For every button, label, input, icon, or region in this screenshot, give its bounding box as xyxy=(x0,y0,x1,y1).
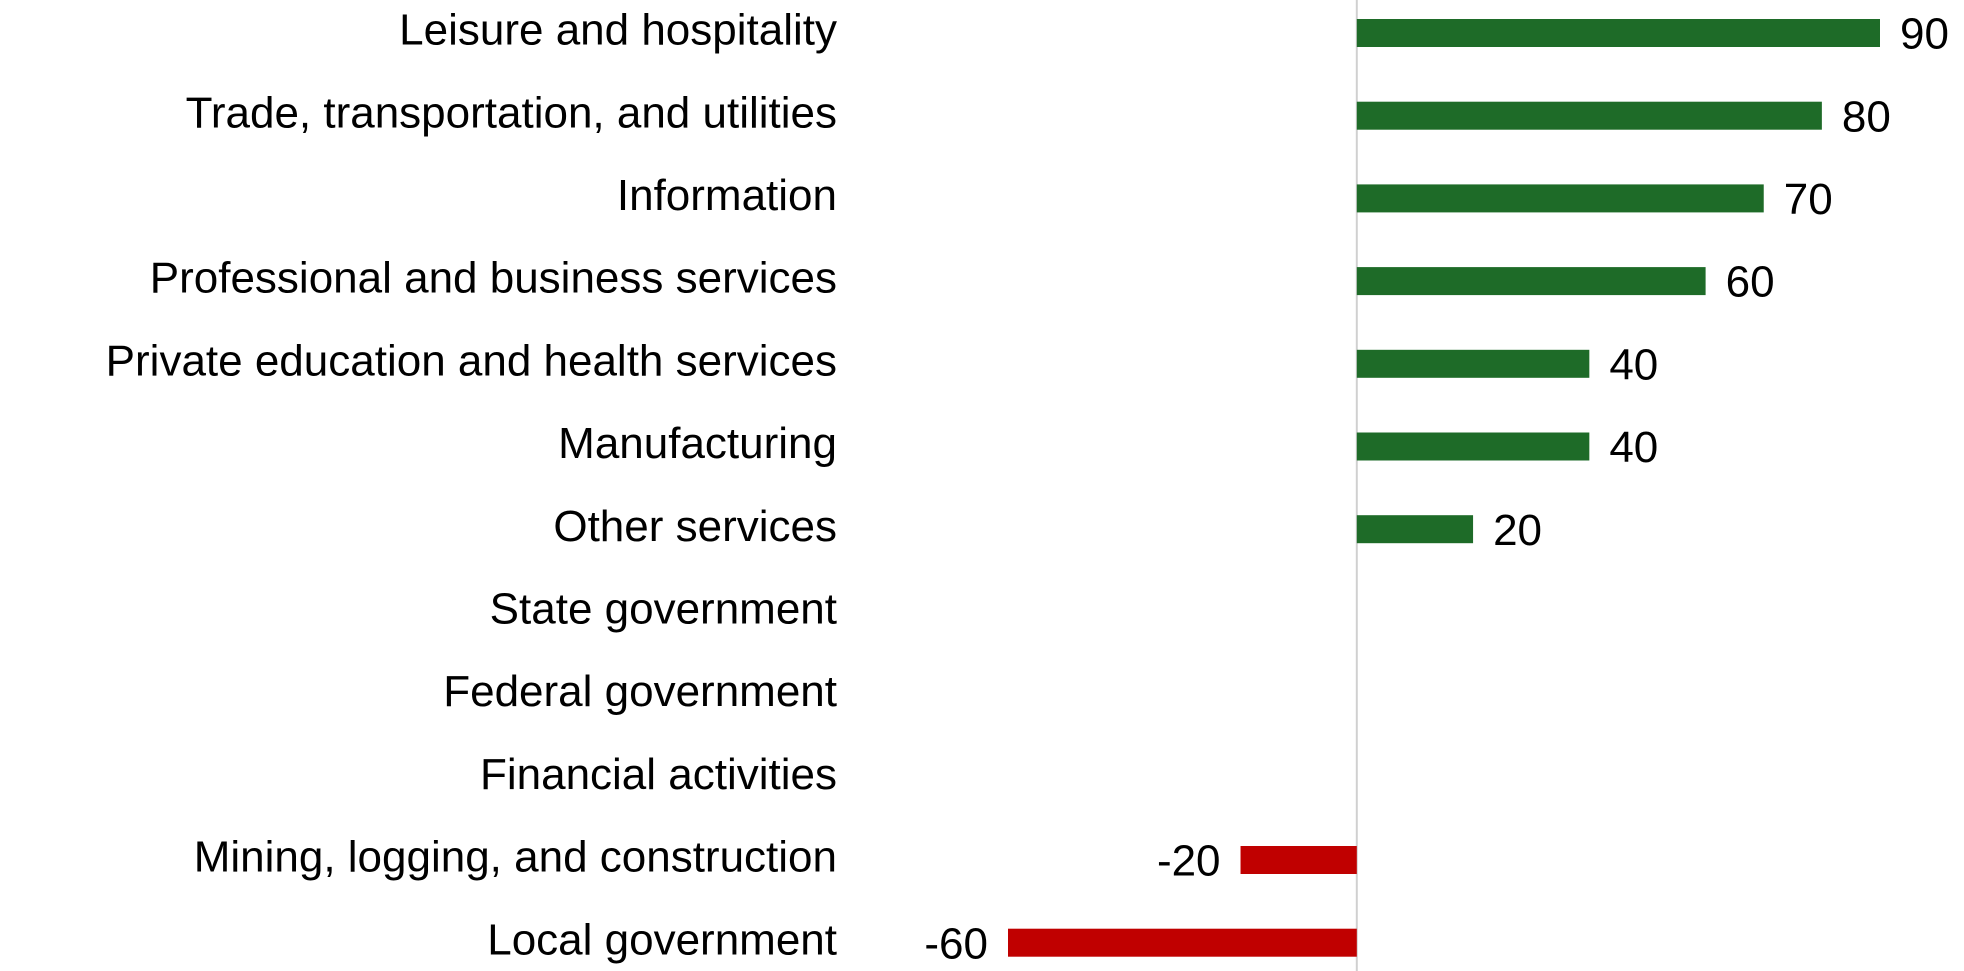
data-label: 90 xyxy=(1900,10,1949,59)
y-tick-label: Leisure and hospitality xyxy=(399,6,837,55)
bar xyxy=(1356,515,1474,544)
data-label: -20 xyxy=(1157,837,1221,886)
y-tick-label: State government xyxy=(490,585,837,634)
y-tick-label: Local government xyxy=(487,915,837,964)
bar xyxy=(1356,101,1822,130)
data-label: 40 xyxy=(1609,423,1658,472)
data-label: -60 xyxy=(924,919,988,968)
y-tick-label: Federal government xyxy=(443,667,837,716)
y-tick-label: Manufacturing xyxy=(558,419,837,468)
bar xyxy=(1008,928,1357,957)
bar xyxy=(1356,349,1590,378)
y-tick-label: Private education and health services xyxy=(106,336,837,385)
bar xyxy=(1356,267,1706,296)
data-label: 40 xyxy=(1609,340,1658,389)
y-tick-label: Other services xyxy=(553,502,837,551)
y-tick-label: Trade, transportation, and utilities xyxy=(186,88,837,137)
y-tick-label: Mining, logging, and construction xyxy=(194,833,837,882)
bar xyxy=(1356,432,1590,461)
y-tick-label: Professional and business services xyxy=(150,254,837,303)
bar xyxy=(1356,19,1880,47)
bar xyxy=(1240,846,1357,874)
data-label: 70 xyxy=(1784,175,1833,224)
data-label: 80 xyxy=(1842,92,1891,141)
data-label: 60 xyxy=(1726,258,1775,307)
bar xyxy=(1356,184,1764,213)
y-tick-label: Information xyxy=(617,171,837,220)
data-label: 20 xyxy=(1493,506,1542,555)
y-tick-label: Financial activities xyxy=(480,750,837,799)
